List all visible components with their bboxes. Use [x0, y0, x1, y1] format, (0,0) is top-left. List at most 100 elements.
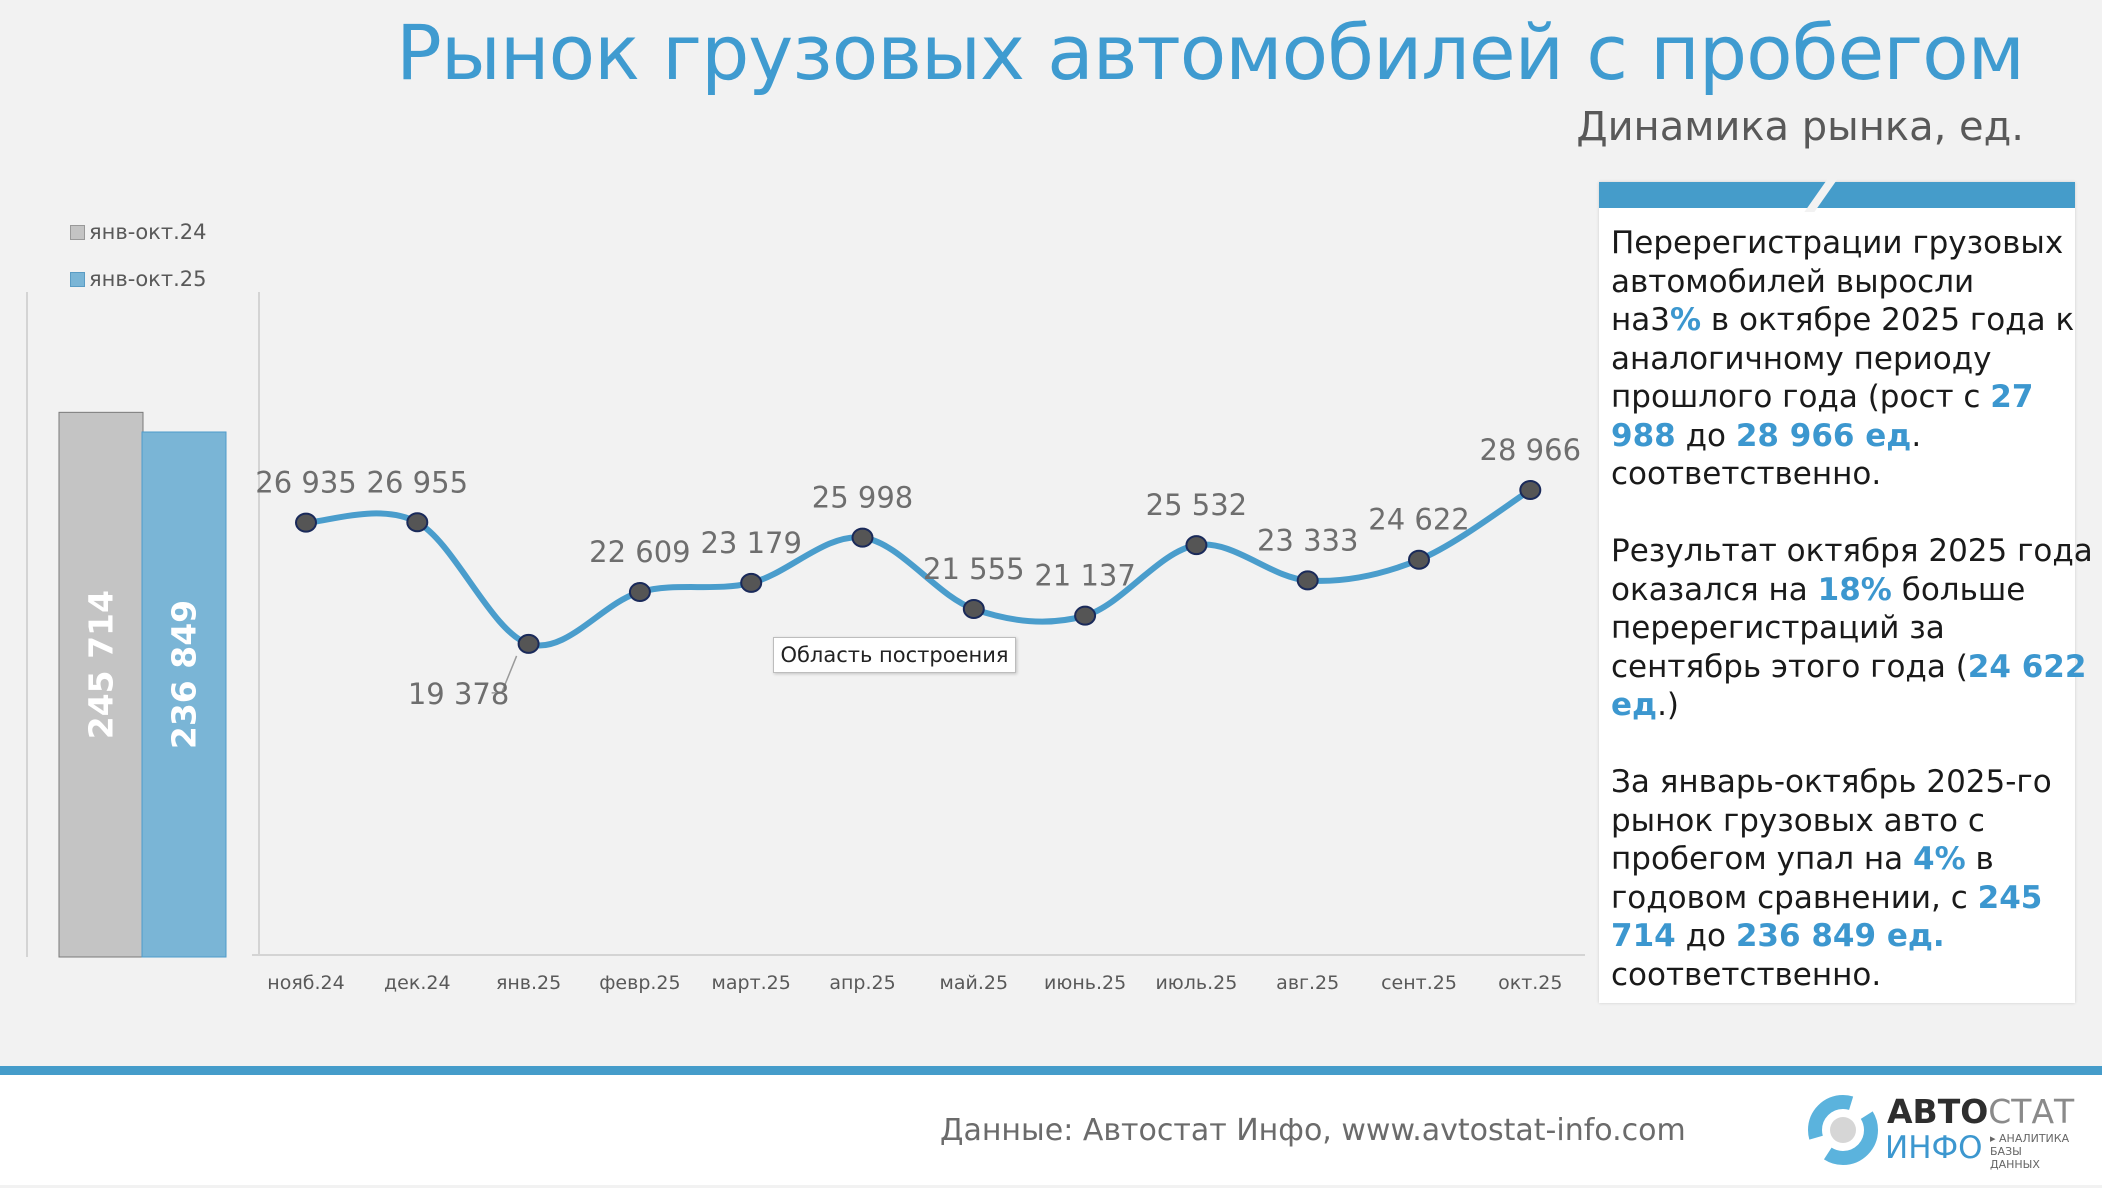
highlight-value: 236 849 ед. [1735, 918, 1945, 954]
x-tick-label: сент.25 [1381, 972, 1457, 994]
legend-swatch-2025 [70, 271, 85, 287]
bar-2025 [141, 431, 227, 958]
highlight-value: 24 622 [1967, 648, 2087, 685]
commentary-line: За январь-октябрь 2025-го [1611, 763, 2093, 802]
data-point [1185, 535, 1208, 556]
x-tick-label: июль.25 [1155, 972, 1237, 994]
chart-area[interactable]: 245 714 236 849 26 935 нояб.24 26 955 дек.24 1… [0, 0, 1590, 1060]
legend-label-2025: янв-окт.25 [89, 267, 207, 291]
data-label: 24 622 [1368, 503, 1469, 537]
source-text: Данные: Автостат Инфо, www.avtostat-info… [940, 1113, 1686, 1148]
commentary-line: соответственно. [1611, 956, 2093, 995]
data-point [1074, 605, 1097, 626]
x-tick-label: янв.25 [496, 972, 561, 994]
commentary-line: ед.) [1611, 686, 2093, 725]
commentary-line: на3% в октябре 2025 года к [1611, 301, 2093, 340]
series-line [305, 487, 1532, 649]
data-label: 19 378 [408, 677, 509, 711]
data-label: 21 137 [1034, 559, 1135, 593]
bar-2024 [58, 411, 144, 958]
page-title: Рынок грузовых автомобилей с пробегом [396, 8, 2025, 97]
text-segment: на3 [1611, 302, 1670, 338]
data-point [1296, 570, 1319, 591]
x-tick-label: дек.24 [384, 972, 451, 994]
logo-tagline: ▸ АНАЛИТИКА БАЗЫ ДАННЫХ [1990, 1132, 2070, 1171]
data-point [295, 512, 317, 533]
text-segment: аналогичному периоду [1611, 340, 1992, 377]
commentary-line: Перерегистрации грузовых [1611, 224, 2093, 263]
data-label: 25 532 [1146, 488, 1247, 522]
data-label: 25 998 [812, 481, 913, 515]
text-segment: до [1675, 417, 1736, 454]
data-point [1519, 480, 1542, 501]
text-segment: больше [1891, 571, 2026, 608]
bar-data-label: 236 849 [165, 600, 204, 749]
data-point [851, 527, 874, 548]
text-segment: .) [1657, 687, 1680, 723]
highlight-value: 27 [1990, 379, 2034, 415]
commentary-text: Перерегистрации грузовых автомобилей выро… [1611, 224, 2093, 1033]
data-point [628, 582, 651, 603]
text-segment: рынок грузовых авто с [1611, 802, 1985, 839]
x-tick-label: июнь.25 [1044, 972, 1126, 994]
commentary-line: 988 до 28 966 ед. [1611, 417, 2093, 456]
text-segment: . [1911, 417, 1922, 454]
text-segment: в октябре 2025 года к [1701, 302, 2075, 338]
commentary-line: прошлого года (рост с 27 [1611, 378, 2093, 417]
legend-swatch-2024 [70, 224, 85, 240]
text-segment: Перерегистрации грузовых [1611, 225, 2064, 261]
data-label: 23 333 [1257, 523, 1358, 557]
highlight-value: 714 [1611, 918, 1676, 954]
highlight-value: ед [1611, 687, 1658, 723]
x-tick-label: март.25 [712, 972, 791, 994]
commentary-line: сентябрь этого года (24 622 [1611, 648, 2093, 687]
text-segment: перерегистраций за [1611, 610, 1945, 646]
highlight-value: 245 [1977, 879, 2043, 916]
data-point [406, 512, 429, 533]
commentary-line: соответственно. [1611, 455, 2093, 494]
commentary-line: 714 до 236 849 ед. [1611, 917, 2093, 956]
highlight-value: 988 [1611, 417, 1676, 454]
commentary-paragraph: За январь-октябрь 2025-го рынок грузовых … [1611, 763, 2093, 994]
x-tick-label: май.25 [940, 972, 1009, 994]
avtostat-logo: АВТОСТАТ ИНФО ▸ АНАЛИТИКА БАЗЫ ДАННЫХ [1805, 1090, 2075, 1171]
logo-ring-icon [1808, 1095, 1878, 1165]
text-segment: соответственно. [1611, 956, 1882, 993]
text-segment: Результат октября 2025 года [1611, 533, 2093, 569]
legend-item-2024: янв-окт.24 [70, 220, 206, 244]
text-segment: сентябрь этого года ( [1611, 648, 1968, 685]
commentary-line: аналогичному периоду [1611, 340, 2093, 379]
footer [0, 1075, 2102, 1185]
legend-label-2024: янв-окт.24 [89, 220, 207, 244]
data-label: 26 955 [367, 465, 468, 499]
highlight-value: 28 966 ед [1735, 417, 1912, 454]
highlight-value: 18% [1817, 571, 1892, 608]
x-tick-label: апр.25 [829, 972, 895, 994]
page-subtitle: Динамика рынка, ед. [1576, 104, 2024, 150]
commentary-line: годовом сравнении, с 245 [1611, 879, 2093, 918]
text-segment: прошлого года (рост с [1611, 379, 1991, 415]
commentary-line: пробегом упал на 4% в [1611, 840, 2093, 879]
highlight-value: 4% [1913, 841, 1966, 877]
commentary-paragraph: Результат октября 2025 года оказался на 1… [1611, 532, 2093, 725]
commentary-line: автомобилей выросли [1611, 263, 2093, 302]
logo-line2: ИНФО [1885, 1130, 1983, 1166]
text-segment: пробегом упал на [1611, 841, 1913, 877]
data-point [962, 598, 985, 619]
legend-item-2025: янв-окт.25 [70, 267, 206, 291]
x-tick-label: авг.25 [1276, 972, 1339, 994]
text-segment: соответственно. [1611, 456, 1882, 492]
text-segment: годовом сравнении, с [1611, 879, 1978, 916]
data-point [517, 633, 540, 654]
data-label: 28 966 [1480, 433, 1581, 467]
data-point [1408, 549, 1430, 570]
data-label: 26 935 [255, 466, 356, 500]
x-tick-label: нояб.24 [267, 972, 344, 994]
bar-data-label: 245 714 [82, 590, 121, 739]
x-tick-label: февр.25 [599, 972, 680, 994]
plot-area-tooltip: Область построения [773, 637, 1016, 673]
data-point [740, 572, 763, 593]
data-label: 22 609 [589, 535, 690, 569]
commentary-panel [1599, 182, 2075, 1003]
highlight-value: % [1670, 302, 1702, 338]
